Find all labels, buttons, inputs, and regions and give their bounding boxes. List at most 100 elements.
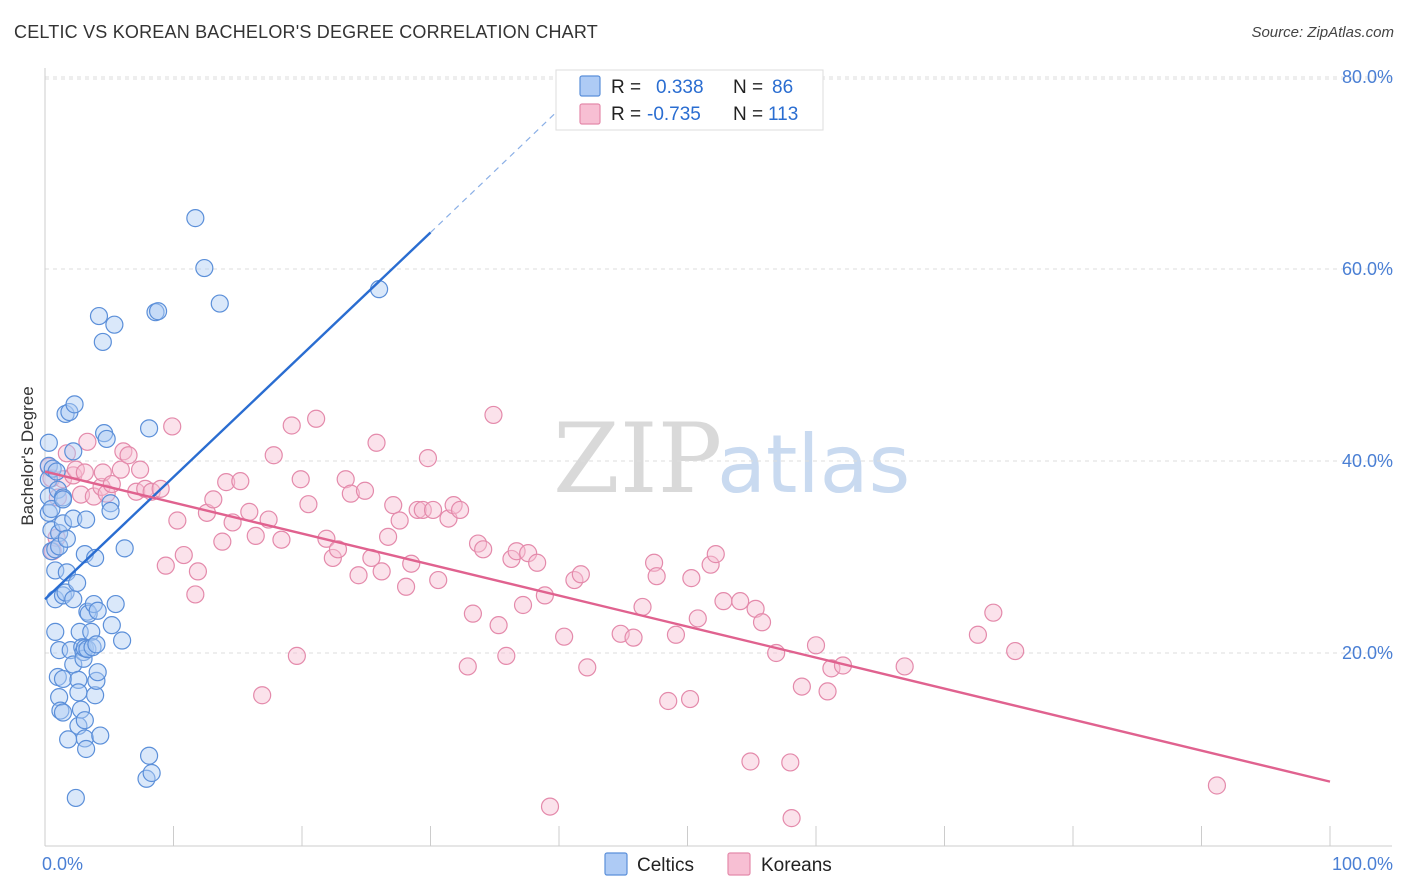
korean-point-19 [119, 446, 138, 465]
celtic-point-74 [102, 616, 121, 635]
korean-point-82 [528, 553, 547, 572]
korean-point-118 [806, 636, 826, 655]
bottom-legend-celtic: Celtics [637, 855, 694, 876]
korean-point-37 [240, 502, 259, 521]
celtic-point-25 [53, 669, 73, 689]
korean-point-90 [624, 628, 643, 647]
x-tick-label-1: 100.0% [1332, 854, 1393, 874]
korean-point-85 [555, 627, 574, 646]
korean-point-83 [535, 586, 554, 605]
korean-point-87 [571, 565, 590, 584]
legend-swatch-celtic [579, 75, 601, 97]
y-tick-label-2: 60.0% [1342, 259, 1393, 279]
korean-point-34 [217, 473, 236, 492]
korean-point-106 [781, 753, 800, 772]
korean-point-65 [418, 449, 438, 468]
korean-point-97 [682, 569, 701, 588]
korean-point-39 [253, 686, 272, 705]
korean-point-41 [264, 446, 283, 465]
korean-point-54 [355, 481, 375, 500]
korean-point-72 [463, 604, 483, 623]
korean-point-38 [246, 526, 265, 545]
legend-box: R = 0.338 N = 86 R = -0.735 N = 113 [555, 69, 824, 131]
chart-title: CELTIC VS KOREAN BACHELOR'S DEGREE CORRE… [14, 22, 598, 42]
axes [44, 68, 1392, 847]
korean-point-111 [895, 657, 914, 676]
korean-point-50 [328, 540, 348, 559]
korean-point-46 [299, 495, 318, 514]
korean-points [39, 405, 1227, 828]
korean-point-57 [372, 562, 391, 581]
korean-point-91 [633, 597, 652, 617]
celtic-point-17 [50, 537, 69, 556]
legend-r-value-celtic: 0.338 [656, 77, 704, 98]
celtic-point-66 [88, 663, 107, 682]
korean-point-58 [378, 527, 398, 546]
korean-point-113 [984, 603, 1003, 622]
korean-point-94 [659, 691, 678, 711]
korean-point-103 [741, 752, 760, 771]
celtic-point-38 [65, 395, 84, 414]
korean-point-28 [174, 545, 193, 565]
celtic-point-82 [142, 763, 161, 783]
korean-point-30 [188, 562, 208, 581]
celtic-point-29 [57, 529, 76, 548]
korean-point-73 [468, 534, 488, 553]
celtic-point-20 [51, 701, 70, 720]
korean-point-63 [408, 500, 427, 520]
korean-point-43 [282, 416, 301, 435]
korean-point-107 [792, 677, 811, 696]
korean-point-27 [168, 511, 187, 530]
bottom-legend: Celtics Koreans [604, 852, 832, 876]
celtic-point-85 [186, 209, 205, 228]
celtic-point-84 [148, 302, 168, 321]
celtic-point-26 [53, 703, 73, 722]
celtic-point-62 [86, 548, 105, 568]
celtic-trend-line [44, 231, 432, 601]
korean-point-101 [714, 592, 733, 611]
celtic-point-81 [139, 746, 159, 765]
legend-r-label-korean: R = [611, 104, 641, 125]
korean-point-100 [706, 545, 725, 564]
trend-lines [44, 109, 1331, 783]
korean-point-109 [822, 659, 841, 678]
bottom-legend-korean: Koreans [761, 855, 832, 876]
y-tick-labels: 20.0% 40.0% 60.0% 80.0% [1342, 67, 1393, 663]
legend-n-label-celtic: N = [733, 77, 763, 98]
legend-swatch-korean [579, 103, 601, 125]
korean-point-92 [644, 553, 664, 572]
chart-source: Source: ZipAtlas.com [1251, 24, 1394, 41]
celtic-point-75 [105, 315, 124, 334]
celtic-point-45 [71, 700, 91, 719]
legend-r-label-celtic: R = [611, 77, 641, 98]
korean-point-108 [818, 682, 837, 701]
korean-point-10 [75, 463, 94, 482]
korean-point-6 [57, 444, 76, 463]
y-tick-label-3: 80.0% [1342, 67, 1393, 87]
korean-point-29 [186, 585, 205, 604]
korean-point-52 [341, 484, 360, 503]
korean-point-112 [968, 625, 988, 644]
celtic-point-41 [69, 670, 88, 689]
korean-point-66 [423, 500, 443, 520]
celtic-point-67 [89, 306, 109, 326]
y-tick-label-0: 20.0% [1342, 643, 1393, 663]
celtic-point-79 [137, 769, 156, 788]
korean-point-76 [489, 616, 508, 635]
celtic-point-10 [46, 561, 65, 580]
korean-point-47 [307, 409, 326, 428]
korean-point-64 [413, 500, 432, 520]
bottom-legend-swatch-celtic [604, 852, 628, 876]
celtic-point-77 [112, 631, 132, 650]
korean-point-77 [497, 646, 516, 665]
celtic-point-68 [91, 726, 110, 745]
legend-n-value-korean: 113 [768, 104, 798, 125]
celtic-point-73 [101, 501, 120, 521]
korean-point-42 [272, 530, 291, 549]
korean-point-32 [204, 490, 223, 509]
celtic-point-22 [53, 490, 73, 509]
korean-point-49 [323, 548, 342, 568]
celtic-trend-extension [430, 109, 560, 233]
korean-point-51 [336, 470, 355, 489]
